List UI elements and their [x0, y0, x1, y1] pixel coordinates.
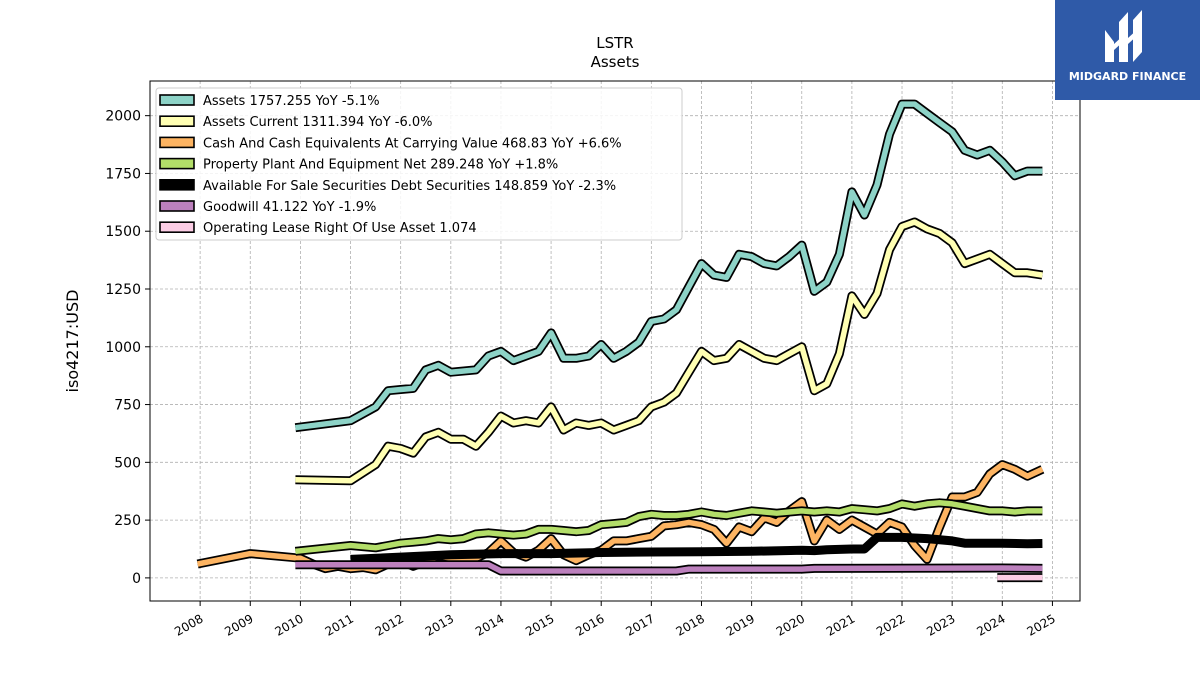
legend: Assets 1757.255 YoY -5.1% Assets Current … [155, 87, 683, 241]
x-tick-label: 2012 [373, 611, 406, 638]
series-line-1 [295, 219, 1043, 484]
x-tick-label: 2020 [774, 611, 807, 638]
x-tick-label: 2024 [974, 611, 1007, 638]
legend-label-1: Assets Current 1311.394 YoY -6.0% [203, 115, 433, 130]
legend-swatch-0 [159, 94, 195, 106]
series-line-5 [295, 561, 1043, 574]
x-tick-label: 2015 [523, 611, 556, 638]
series-line-3 [295, 500, 1043, 555]
legend-label-6: Operating Lease Right Of Use Asset 1.074 [203, 221, 477, 236]
series-line-0 [295, 101, 1043, 431]
legend-label-5: Goodwill 41.122 YoY -1.9% [203, 200, 376, 215]
x-tick-label: 2013 [423, 611, 456, 638]
legend-label-0: Assets 1757.255 YoY -5.1% [203, 94, 380, 109]
y-tick-label: 1500 [105, 224, 141, 240]
x-tick-label: 2011 [323, 611, 356, 638]
x-tick-label: 2017 [623, 611, 656, 638]
y-tick-label: 250 [114, 513, 141, 529]
x-tick-label: 2016 [573, 611, 606, 638]
series-line-4 [350, 532, 1043, 564]
plot-frame [149, 80, 1081, 602]
legend-swatch-5 [159, 200, 195, 212]
x-tick-label: 2014 [473, 611, 506, 638]
legend-swatch-2 [159, 136, 195, 149]
x-tick-label: 2022 [874, 611, 907, 638]
x-tick-label: 2023 [924, 611, 957, 638]
x-tick-label: 2018 [674, 611, 707, 638]
chart-title: LSTR [596, 34, 633, 52]
legend-label-3: Property Plant And Equipment Net 289.248… [203, 158, 558, 173]
y-tick-label: 0 [132, 571, 141, 587]
y-tick-label: 1000 [105, 340, 141, 356]
y-axis-label: iso4217:USD [63, 290, 82, 393]
y-tick-label: 1750 [105, 166, 141, 182]
midgard-logo-icon [1105, 10, 1142, 62]
series-outline-1 [295, 217, 1044, 486]
x-tick-label: 2009 [222, 611, 255, 638]
brand-logo: MIDGARD FINANCE [1055, 0, 1200, 100]
y-tick-label: 1250 [105, 282, 141, 298]
y-tick-label: 750 [114, 398, 141, 414]
legend-label-2: Cash And Cash Equivalents At Carrying Va… [203, 136, 622, 151]
legend-swatch-4 [159, 179, 195, 191]
x-tick-label: 2021 [824, 611, 857, 638]
chart-subtitle: Assets [591, 53, 640, 71]
x-tick-label: 2025 [1024, 611, 1057, 638]
series-layer [196, 99, 1045, 583]
y-tick-label: 500 [114, 455, 141, 471]
legend-label-4: Available For Sale Securities Debt Secur… [203, 179, 616, 194]
x-tick-label: 2019 [724, 611, 757, 638]
brand-name: MIDGARD FINANCE [1068, 70, 1187, 83]
legend-swatch-1 [159, 115, 195, 127]
legend-swatch-6 [159, 221, 195, 233]
legend-box [155, 87, 683, 241]
x-tick-label: 2010 [272, 611, 305, 638]
legend-swatch-3 [159, 157, 195, 170]
y-tick-label: 2000 [105, 109, 141, 125]
x-tick-label: 2008 [172, 611, 205, 638]
